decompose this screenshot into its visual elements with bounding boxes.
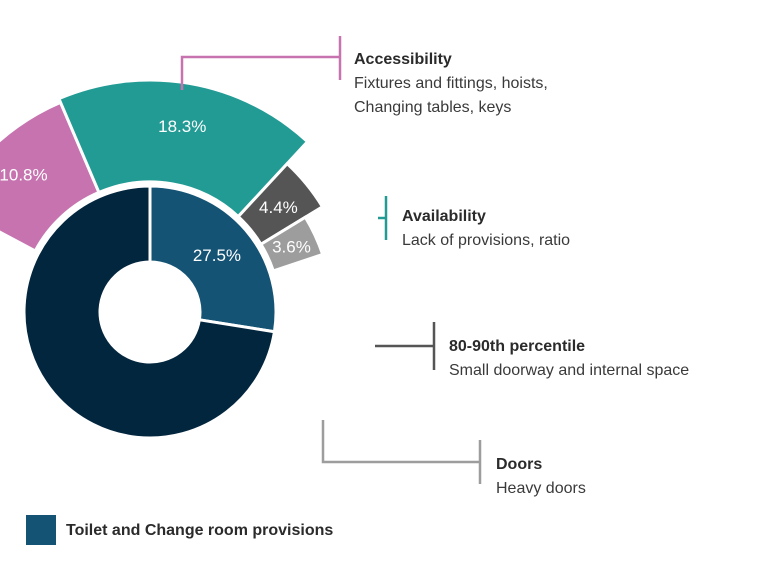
callout-desc-2-0: Small doorway and internal space	[449, 362, 689, 379]
callout-title-0: Accessibility	[354, 51, 452, 68]
callout-title-3: Doors	[496, 456, 542, 473]
callout-title-1: Availability	[402, 208, 486, 225]
callout-desc-0-0: Fixtures and fittings, hoists,	[354, 75, 548, 92]
inner-slice-0-label: 27.5%	[193, 246, 241, 265]
outer-slice-0-label: 10.8%	[0, 165, 48, 184]
outer-slice-2-label: 4.4%	[259, 198, 298, 217]
inner-slice-0	[148, 184, 278, 334]
legend: Toilet and Change room provisions	[26, 515, 333, 545]
inner-slice-1	[22, 184, 277, 440]
callout-line-1	[378, 196, 388, 240]
outer-ring: 10.8% 18.3% 4.4% 3.6%	[0, 78, 325, 273]
callout-desc-1-0: Lack of provisions, ratio	[402, 232, 570, 249]
outer-slice-1-label: 18.3%	[158, 117, 206, 136]
callout-title-2: 80-90th percentile	[449, 338, 585, 355]
callout-line-0	[180, 36, 342, 90]
outer-slice-3-label: 3.6%	[272, 237, 311, 256]
legend-label-0: Toilet and Change room provisions	[66, 522, 333, 539]
callouts: Accessibility Fixtures and fittings, hois…	[180, 36, 689, 497]
callout-line-3	[321, 420, 482, 484]
outer-slice-1	[56, 78, 310, 219]
callout-desc-3-0: Heavy doors	[496, 480, 586, 497]
legend-swatch-0	[26, 515, 56, 545]
callout-desc-0-1: Changing tables, keys	[354, 99, 511, 116]
inner-ring: 27.5%	[22, 184, 278, 440]
outer-slice-3	[258, 215, 325, 273]
callout-line-2	[375, 322, 436, 370]
